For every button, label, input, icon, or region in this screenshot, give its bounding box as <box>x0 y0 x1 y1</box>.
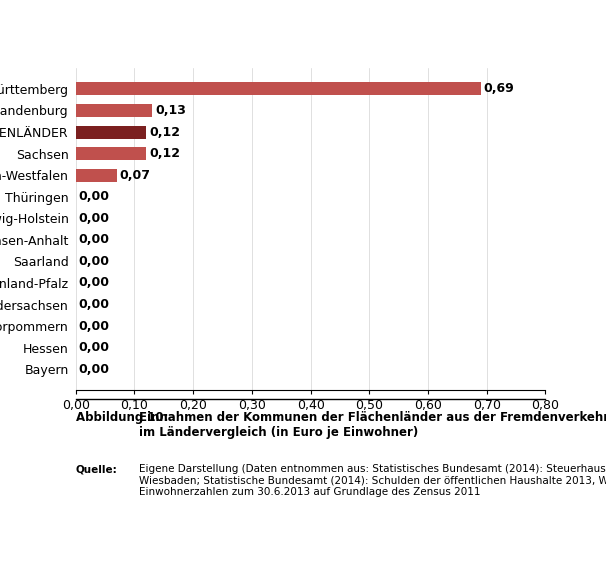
Text: 0,00: 0,00 <box>79 320 110 333</box>
Text: 0,00: 0,00 <box>79 233 110 246</box>
Bar <box>76 104 152 117</box>
Text: 0,00: 0,00 <box>79 255 110 268</box>
Text: 0,00: 0,00 <box>79 363 110 376</box>
Text: 0,00: 0,00 <box>79 341 110 354</box>
Text: 0,00: 0,00 <box>79 212 110 225</box>
Text: 0,00: 0,00 <box>79 276 110 289</box>
Text: 0,12: 0,12 <box>149 125 180 138</box>
Bar <box>76 169 117 182</box>
Text: 0,12: 0,12 <box>149 147 180 160</box>
Bar <box>76 125 146 138</box>
Text: 0,00: 0,00 <box>79 190 110 203</box>
Text: 0,07: 0,07 <box>120 169 151 182</box>
Text: Abbildung 10:: Abbildung 10: <box>76 411 168 424</box>
Text: 0,69: 0,69 <box>484 82 514 95</box>
Text: Eigene Darstellung (Daten entnommen aus: Statistisches Bundesamt (2014): Steuerh: Eigene Darstellung (Daten entnommen aus:… <box>139 464 606 497</box>
Bar <box>76 147 146 160</box>
Text: Quelle:: Quelle: <box>76 464 118 474</box>
Bar <box>76 82 481 95</box>
Text: 0,13: 0,13 <box>155 104 186 117</box>
Text: 0,00: 0,00 <box>79 298 110 311</box>
Text: Einnahmen der Kommunen der Flächenländer aus der Fremdenverkehrsabgabe 2013
im L: Einnahmen der Kommunen der Flächenländer… <box>139 411 606 439</box>
